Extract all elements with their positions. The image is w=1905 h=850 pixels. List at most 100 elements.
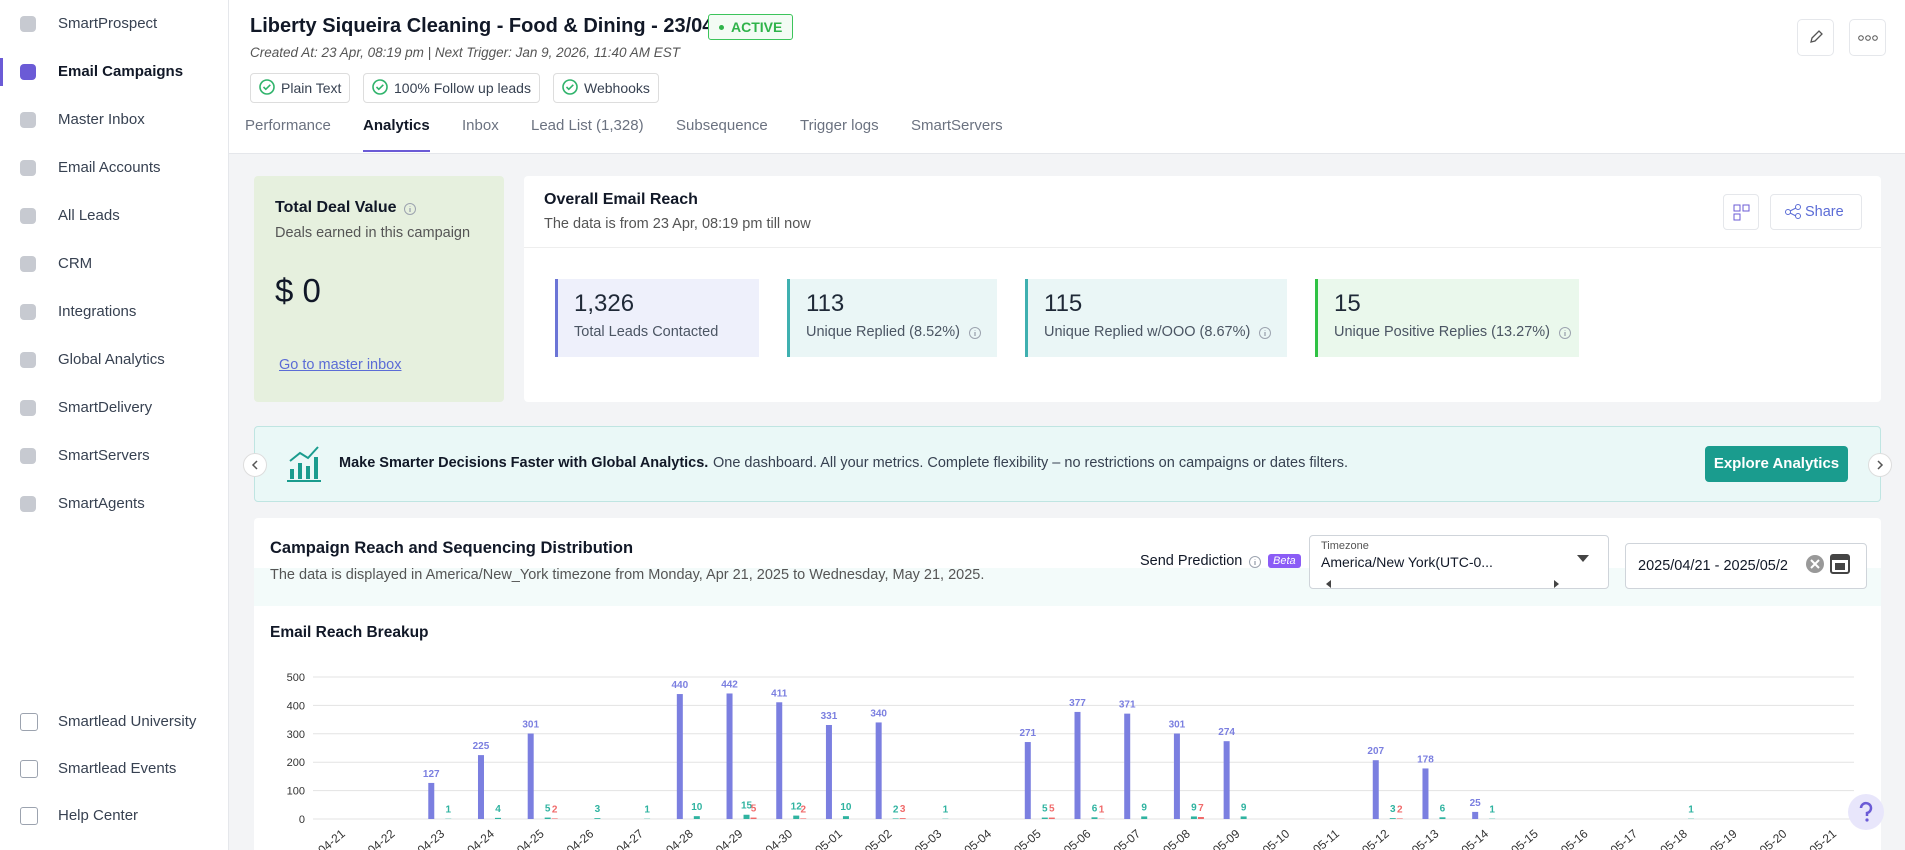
nav-item[interactable]: Help Center — [58, 807, 139, 824]
x-tick-label: 04-28 — [663, 826, 696, 850]
clear-icon — [1804, 553, 1826, 580]
value-label: 6 — [1092, 803, 1098, 814]
tab[interactable]: Trigger logs — [800, 117, 879, 134]
value-label: 7 — [1198, 803, 1204, 814]
tab[interactable]: Subsequence — [676, 117, 768, 134]
layout-button — [1723, 194, 1759, 230]
value-label: 207 — [1367, 746, 1384, 757]
icon-shape — [1259, 327, 1271, 339]
share-button[interactable]: Share — [1770, 194, 1862, 230]
bar — [1024, 742, 1031, 819]
y-tick-label: 500 — [287, 672, 305, 684]
tab[interactable]: Performance — [245, 117, 331, 134]
reach-title: Overall Email Reach — [544, 191, 698, 208]
value-label: 1 — [1099, 805, 1105, 816]
icon-shape — [1865, 35, 1871, 41]
bar — [842, 816, 849, 819]
chip: 100% Follow up leads — [363, 73, 540, 103]
x-tick-label: 05-02 — [862, 826, 895, 850]
x-tick-label: 05-13 — [1409, 826, 1442, 850]
x-tick-label: 04-23 — [415, 826, 448, 850]
bar — [544, 817, 551, 819]
tab[interactable]: Inbox — [462, 117, 499, 134]
nav-icon — [20, 208, 36, 224]
icon-shape — [1742, 204, 1750, 212]
icon-shape — [1554, 580, 1559, 588]
value-label: 5 — [751, 804, 757, 815]
deal-link[interactable]: Go to master inbox — [279, 357, 402, 373]
nav-item[interactable]: CRM — [58, 255, 93, 272]
nav-item[interactable]: SmartDelivery — [58, 399, 153, 416]
subtitle-band — [254, 568, 1881, 606]
nav-item[interactable]: SmartServers — [58, 447, 150, 464]
icon-shape — [289, 446, 319, 462]
tab[interactable]: SmartServers — [911, 117, 1003, 134]
nav-item[interactable]: Smartlead University — [58, 713, 197, 730]
x-tick-label: 05-15 — [1508, 826, 1541, 850]
nav-item[interactable]: Global Analytics — [58, 351, 165, 368]
value-label: 377 — [1069, 698, 1086, 709]
stat-value: 113 — [806, 290, 845, 317]
value-label: 274 — [1218, 727, 1235, 738]
dist-title: Campaign Reach and Sequencing Distributi… — [270, 539, 634, 557]
nav-item[interactable]: SmartAgents — [58, 495, 145, 512]
timezone-select[interactable] — [1309, 535, 1609, 589]
value-label: 1 — [1688, 805, 1694, 816]
icon-shape — [565, 84, 574, 91]
x-tick-label: 04-30 — [763, 826, 796, 850]
bar — [1372, 760, 1379, 819]
nav-item[interactable]: Email Accounts — [58, 159, 161, 176]
dist-subtitle: The data is displayed in America/New_Yor… — [270, 567, 985, 583]
active-indicator — [0, 58, 3, 86]
icon — [1326, 580, 1559, 588]
icon — [1858, 35, 1878, 41]
value-label: 331 — [821, 711, 838, 722]
nav-item[interactable]: All Leads — [58, 207, 120, 224]
bar — [1124, 713, 1131, 819]
y-tick-label: 100 — [287, 786, 305, 798]
icon-shape — [372, 79, 388, 95]
icon — [969, 327, 981, 339]
analytics-icon — [284, 443, 324, 488]
meta-line: Created At: 23 Apr, 08:19 pm | Next Trig… — [250, 45, 680, 60]
x-tick-label: 05-08 — [1160, 826, 1193, 850]
nav-icon — [20, 496, 36, 512]
tab[interactable]: Lead List (1,328) — [531, 117, 644, 134]
bar — [527, 733, 534, 819]
value-label: 440 — [671, 680, 688, 691]
tab[interactable]: Analytics — [363, 117, 430, 134]
nav-item[interactable]: Smartlead Events — [58, 760, 177, 777]
y-tick-label: 300 — [287, 729, 305, 741]
info-icon — [1558, 326, 1572, 345]
icon-shape — [1831, 555, 1849, 560]
share-icon — [1784, 203, 1802, 224]
stat-value: 15 — [1334, 290, 1361, 317]
banner — [254, 426, 1881, 502]
nav-item[interactable]: Email Campaigns — [58, 63, 184, 80]
x-tick-label: 05-10 — [1260, 826, 1293, 850]
status-dot — [719, 25, 724, 30]
x-tick-label: 05-01 — [812, 826, 845, 850]
stat-label: Total Leads Contacted — [574, 324, 719, 340]
check-icon — [258, 78, 276, 101]
y-tick-label: 200 — [287, 757, 305, 769]
value-label: 340 — [870, 708, 887, 719]
deal-value: $ 0 — [275, 272, 321, 309]
icon-shape — [1559, 327, 1571, 339]
nav-item[interactable]: Integrations — [58, 303, 137, 320]
x-tick-label: 05-05 — [1011, 826, 1044, 850]
stat-value: 1,326 — [574, 290, 635, 317]
bar — [1190, 816, 1197, 819]
stat-box — [1315, 279, 1579, 357]
date-range[interactable]: 2025/04/21 - 2025/05/2 — [1625, 543, 1867, 589]
explore-button[interactable]: Explore Analytics — [1705, 446, 1848, 482]
icon-shape — [1865, 818, 1869, 822]
icon-shape — [1835, 563, 1845, 570]
bar — [594, 818, 601, 819]
stat-label: Unique Replied w/OOO (8.67%) — [1044, 324, 1251, 340]
next-arrow — [1868, 453, 1892, 477]
bar — [477, 755, 484, 819]
nav-item[interactable]: Master Inbox — [58, 111, 145, 128]
nav-item[interactable]: SmartProspect — [58, 15, 158, 32]
